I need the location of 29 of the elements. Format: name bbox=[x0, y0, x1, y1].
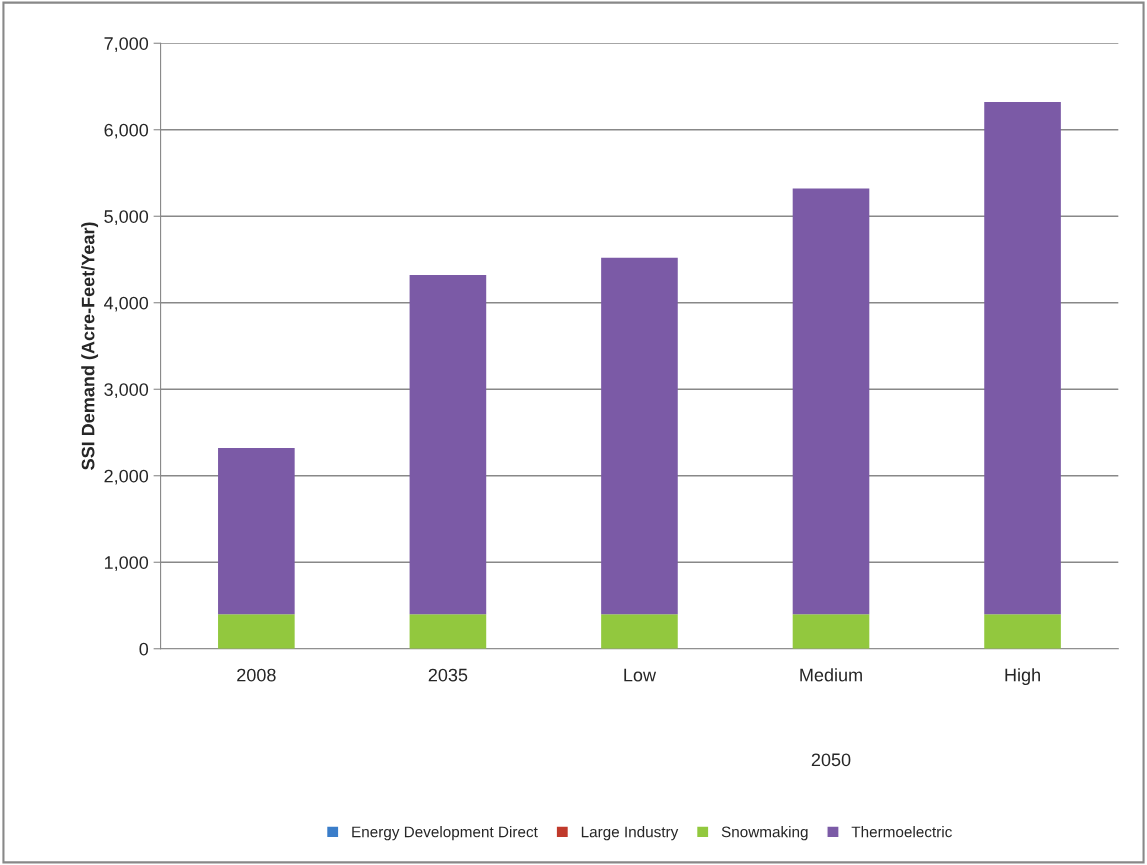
bar bbox=[601, 257, 678, 615]
y-tick-label: 0 bbox=[139, 642, 149, 656]
bar bbox=[218, 448, 295, 615]
x-tick-label: Medium bbox=[800, 668, 862, 682]
y-tick-label: 4,000 bbox=[104, 296, 149, 312]
bar bbox=[409, 614, 487, 649]
legend-label: Large Industry bbox=[581, 826, 679, 841]
legend-label: Snowmaking bbox=[721, 826, 808, 841]
y-axis-title: SSI Demand (Acre-Feet/Year) bbox=[81, 222, 99, 470]
y-tick-label: 1,000 bbox=[104, 556, 149, 572]
x-tick-label: High bbox=[1005, 668, 1040, 686]
y-tick-label: 6,000 bbox=[104, 123, 149, 139]
text: 2050 bbox=[811, 753, 851, 767]
y-tick-label: 2,000 bbox=[104, 469, 149, 485]
bar bbox=[792, 614, 870, 649]
x-tick-label: Low bbox=[624, 668, 657, 682]
bar bbox=[984, 102, 1061, 615]
y-tick-label: 3,000 bbox=[104, 383, 149, 399]
bar bbox=[984, 614, 1061, 649]
legend-label: Thermoelectric bbox=[851, 826, 952, 838]
legend-label: Energy Development Direct bbox=[352, 826, 538, 841]
y-tick-label: 7,000 bbox=[104, 37, 149, 53]
bar bbox=[218, 614, 295, 649]
bar bbox=[792, 188, 870, 615]
x-tick-label: 2035 bbox=[428, 668, 468, 682]
bar bbox=[601, 614, 678, 649]
y-tick-label: 5,000 bbox=[104, 210, 149, 226]
bar bbox=[409, 275, 487, 615]
x-tick-label: 2008 bbox=[237, 668, 276, 682]
